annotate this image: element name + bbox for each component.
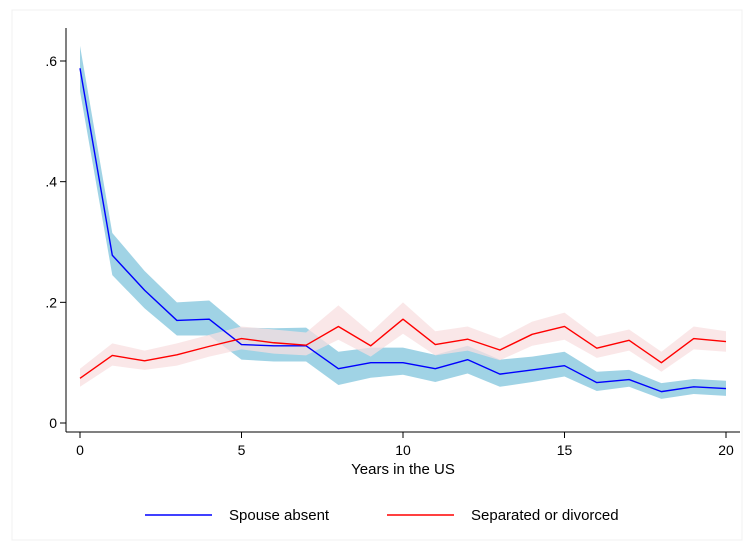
series-lines: [79, 68, 727, 393]
x-tick-label: 0: [76, 442, 84, 458]
y-tick-label: .6: [45, 53, 57, 69]
series-line-spouse-absent: [79, 68, 727, 393]
y-tick-label: .4: [45, 174, 57, 190]
x-ticks: 0 5 10 15 20: [76, 432, 734, 458]
y-tick-label: 0: [49, 415, 57, 431]
y-ticks: 0 .2 .4 .6: [45, 53, 66, 431]
x-tick-label: 20: [718, 442, 734, 458]
y-tick-label: .2: [45, 294, 57, 310]
x-tick-label: 15: [557, 442, 573, 458]
x-tick-label: 10: [395, 442, 411, 458]
confidence-band-separated-divorced: [80, 302, 726, 387]
series-line-separated-divorced: [79, 318, 727, 379]
legend: Spouse absent Separated or divorced: [145, 507, 619, 524]
x-tick-label: 5: [238, 442, 246, 458]
legend-label: Separated or divorced: [471, 507, 619, 524]
x-axis-title: Years in the US: [351, 461, 455, 478]
legend-label: Spouse absent: [229, 507, 330, 524]
confidence-bands: [80, 45, 726, 399]
